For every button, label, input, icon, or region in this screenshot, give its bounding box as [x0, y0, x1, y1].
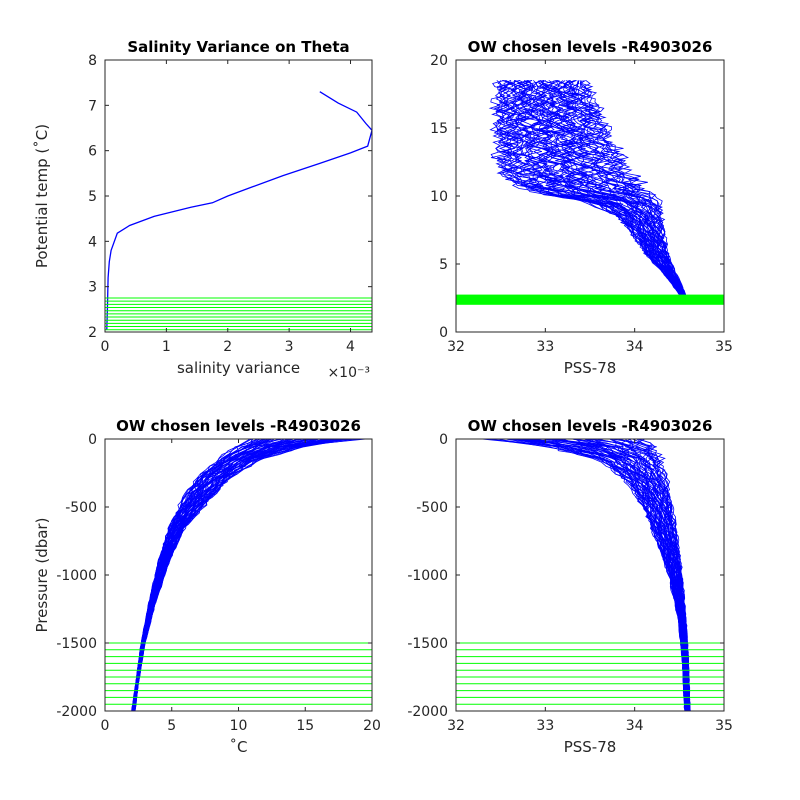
y-tick-label: -1000 — [56, 568, 97, 584]
y-tick-label: 2 — [88, 325, 97, 341]
chosen-level-band — [456, 294, 724, 305]
x-tick-label: 3 — [285, 339, 294, 355]
plot-contents — [456, 80, 724, 305]
y-tick-label: -2000 — [56, 704, 97, 720]
plot-contents — [105, 91, 372, 331]
x-tick-label: 33 — [536, 718, 554, 734]
y-tick-label: 4 — [88, 234, 97, 250]
profile-line — [559, 80, 685, 297]
profile-line — [529, 80, 685, 297]
y-tick-label: 20 — [430, 53, 448, 69]
profile-line — [637, 439, 691, 711]
y-tick-label: -1500 — [56, 636, 97, 652]
y-tick-label: 0 — [439, 432, 448, 448]
profile-line — [556, 80, 686, 297]
profile-line — [581, 80, 688, 297]
x-tick-label: 1 — [162, 339, 171, 355]
chart-panel-4: 32 33 34 35 -2000 -1500 -1000 -500 0 OW chosen le… — [407, 417, 733, 756]
y-tick-label: -1000 — [407, 568, 448, 584]
y-axis-label: Potential temp (˚C) — [33, 124, 51, 268]
x-tick-label: 5 — [167, 718, 176, 734]
x-tick-label: 34 — [626, 718, 644, 734]
chart-title: Salinity Variance on Theta — [127, 38, 349, 56]
y-tick-label: 6 — [88, 144, 97, 160]
chart-panel-1: 0 1 2 3 4 2 3 4 5 6 7 8 Salinity Variance on Theta sa… — [33, 38, 373, 381]
x-tick-label: 32 — [447, 718, 465, 734]
x-tick-label: 35 — [715, 339, 733, 355]
plot-area — [105, 60, 372, 332]
x-tick-label: 34 — [626, 339, 644, 355]
y-tick-label: 7 — [88, 98, 97, 114]
plot-area — [105, 439, 372, 711]
profile-line — [549, 80, 686, 297]
profile-line — [505, 80, 682, 297]
x-tick-label: 20 — [363, 718, 381, 734]
y-tick-label: 5 — [439, 257, 448, 273]
x-tick-label: 15 — [296, 718, 314, 734]
y-tick-label: 15 — [430, 121, 448, 137]
profile-line — [514, 80, 683, 297]
profile-line — [567, 80, 686, 297]
y-tick-label: 10 — [430, 189, 448, 205]
x-tick-label: 2 — [223, 339, 232, 355]
x-axis-label: PSS-78 — [564, 738, 617, 756]
profile-line — [636, 439, 691, 711]
profile-line — [134, 439, 367, 711]
y-tick-label: 8 — [88, 53, 97, 69]
chart-title: OW chosen levels -R4903026 — [116, 417, 361, 435]
chart-title: OW chosen levels -R4903026 — [468, 417, 713, 435]
y-tick-label: -2000 — [407, 704, 448, 720]
x-axis-label: PSS-78 — [564, 359, 617, 377]
x-tick-label: 33 — [536, 339, 554, 355]
y-tick-label: -500 — [416, 500, 448, 516]
y-tick-label: -1500 — [407, 636, 448, 652]
x-tick-label: 0 — [101, 339, 110, 355]
x-axis-label: ˚C — [230, 738, 248, 756]
x-tick-label: 0 — [101, 718, 110, 734]
plot-contents — [456, 439, 724, 711]
profile-line — [574, 80, 687, 297]
y-tick-label: -500 — [65, 500, 97, 516]
y-tick-label: 3 — [88, 280, 97, 296]
chart-panel-3: 0 5 10 15 20 -2000 -1500 -1000 -500 0 OW chosen le… — [33, 417, 381, 756]
y-tick-label: 0 — [88, 432, 97, 448]
x-axis-exponent: ×10⁻³ — [327, 365, 370, 381]
x-tick-label: 32 — [447, 339, 465, 355]
y-tick-label: 5 — [88, 189, 97, 205]
chart-title: OW chosen levels -R4903026 — [468, 38, 713, 56]
y-tick-label: 0 — [439, 325, 448, 341]
x-tick-label: 10 — [230, 718, 248, 734]
y-axis-label: Pressure (dbar) — [33, 518, 51, 633]
profile-line — [580, 80, 687, 297]
plot-contents — [105, 439, 372, 711]
x-tick-label: 35 — [715, 718, 733, 734]
variance-line — [106, 91, 372, 330]
chart-panel-2: 32 33 34 35 0 5 10 15 20 OW chosen levels -R49030… — [430, 38, 733, 377]
x-axis-label: salinity variance — [177, 359, 300, 377]
x-tick-label: 4 — [346, 339, 355, 355]
